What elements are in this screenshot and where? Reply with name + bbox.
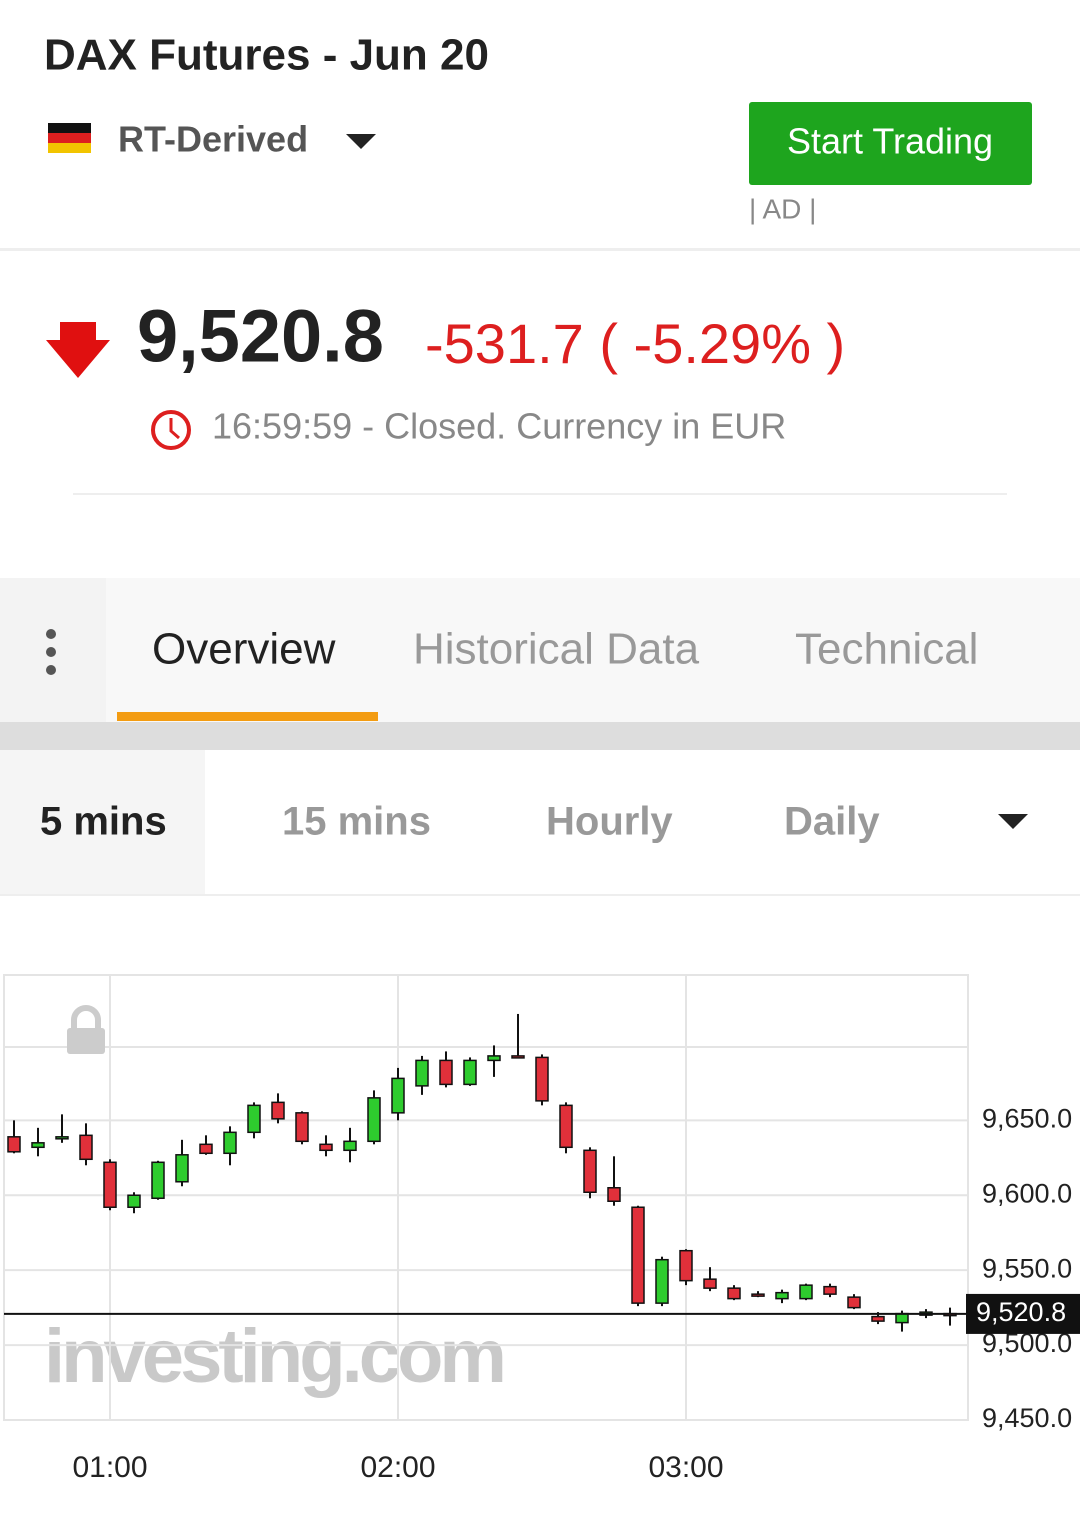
y-tick-label: 9,650.0 [982,1103,1072,1133]
timeframe[interactable]: Hourly [546,800,673,844]
last-price-box [966,1293,1080,1334]
price-change: -531.7 ( -5.29% ) [425,312,845,375]
tab[interactable]: Overview [152,625,336,674]
watermark: investing.com [44,1314,503,1399]
source[interactable]: RT-Derived [118,119,308,160]
menu-dots[interactable] [46,629,56,675]
candle-body [367,1097,381,1143]
last-price-label: 9,520.8 [976,1297,1066,1327]
candle-body [631,1206,645,1304]
candle-body [415,1059,429,1087]
y-tick-label: 9,450.0 [982,1403,1072,1433]
candle-body [439,1059,453,1086]
divider [0,894,1080,896]
candle-body [175,1154,189,1183]
title: DAX Futures - Jun 20 [44,31,489,80]
candle-body [223,1131,237,1155]
candle-body [343,1140,357,1152]
candle-body [535,1056,549,1102]
candle-body [511,1055,525,1059]
clock-icon [151,410,191,450]
down-arrow [46,322,110,378]
candle-body [727,1287,741,1300]
timeframe-selected [0,750,205,895]
candle-body [847,1296,861,1309]
start-trading-button[interactable] [749,102,1032,185]
candle-body [7,1136,21,1153]
candle-body [583,1149,597,1194]
tab[interactable]: Technical [795,625,978,674]
candle-body [871,1315,885,1322]
dropdown-arrow[interactable] [998,814,1028,829]
candle-body [655,1258,669,1304]
flag [48,123,91,153]
x-tick-label: 01:00 [72,1451,147,1484]
lock-icon [67,1005,105,1054]
candle-body [127,1194,141,1208]
candle-body [199,1143,213,1155]
candle-body [751,1293,765,1297]
last-price: 9,520.8 [137,295,384,378]
x-tick-label: 03:00 [648,1451,723,1484]
tab[interactable]: Historical Data [413,625,700,674]
candle-body [559,1104,573,1149]
candle-body [319,1143,333,1152]
tab-underline [117,712,378,721]
divider [73,493,1007,495]
divider [0,248,1080,251]
tab-bar [0,578,1080,722]
candle-body [247,1104,261,1134]
timeframe[interactable]: 5 mins [40,800,167,844]
timeframe[interactable]: 15 mins [282,800,431,844]
y-tick-label: 9,550.0 [982,1253,1072,1283]
candle-body [295,1112,309,1143]
candle-body [895,1312,909,1324]
candle-body [271,1101,285,1120]
x-tick-label: 02:00 [360,1451,435,1484]
candle-body [607,1187,621,1202]
dropdown-arrow[interactable] [346,134,376,149]
candle-body [679,1249,693,1282]
candle-body [79,1134,93,1161]
candle-body [31,1142,45,1149]
candle-body [775,1291,789,1300]
candle-body [55,1136,69,1140]
candle-body [151,1161,165,1199]
candle-body [463,1059,477,1086]
timeframe[interactable]: Daily [784,800,880,844]
candle-body [823,1285,837,1295]
band [0,722,1080,750]
candle-body [391,1077,405,1114]
button-label[interactable]: Start Trading [787,121,993,162]
candle-body [799,1284,813,1300]
status: 16:59:59 - Closed. Currency in EUR [212,406,786,447]
y-tick-label: 9,600.0 [982,1178,1072,1208]
candle-body [487,1055,501,1062]
candle-body [703,1278,717,1289]
ad-label: | AD | [749,193,816,224]
candle-body [103,1161,117,1208]
